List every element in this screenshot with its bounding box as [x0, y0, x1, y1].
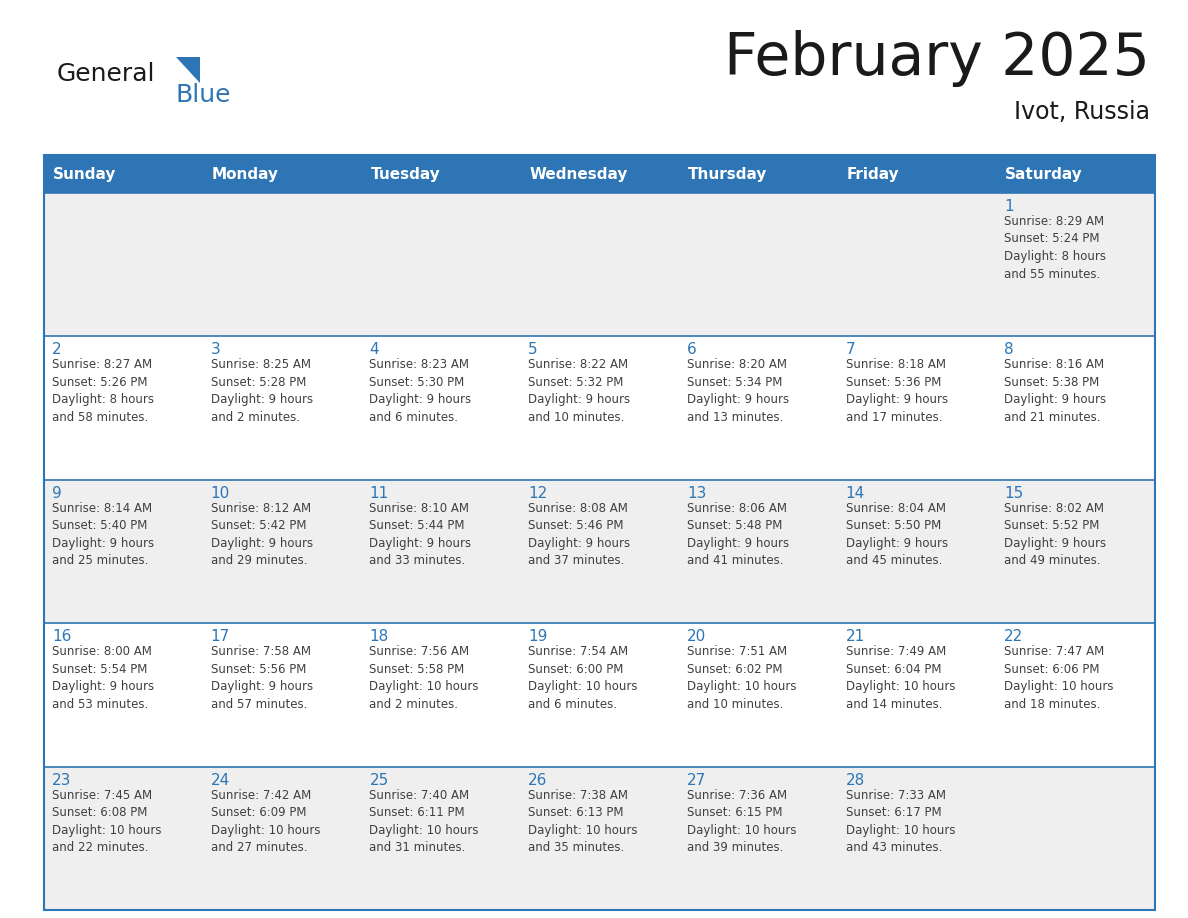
- Text: Sunrise: 8:20 AM
Sunset: 5:34 PM
Daylight: 9 hours
and 13 minutes.: Sunrise: 8:20 AM Sunset: 5:34 PM Dayligh…: [687, 358, 789, 424]
- Text: Wednesday: Wednesday: [529, 166, 627, 182]
- Bar: [44, 336, 1155, 480]
- Text: Sunrise: 8:23 AM
Sunset: 5:30 PM
Daylight: 9 hours
and 6 minutes.: Sunrise: 8:23 AM Sunset: 5:30 PM Dayligh…: [369, 358, 472, 424]
- Text: February 2025: February 2025: [725, 30, 1150, 87]
- Text: Sunrise: 7:36 AM
Sunset: 6:15 PM
Daylight: 10 hours
and 39 minutes.: Sunrise: 7:36 AM Sunset: 6:15 PM Dayligh…: [687, 789, 796, 854]
- Bar: [361, 155, 520, 193]
- Text: 22: 22: [1004, 629, 1024, 644]
- Text: Sunrise: 8:12 AM
Sunset: 5:42 PM
Daylight: 9 hours
and 29 minutes.: Sunrise: 8:12 AM Sunset: 5:42 PM Dayligh…: [210, 502, 312, 567]
- Text: General: General: [57, 62, 156, 86]
- Text: 18: 18: [369, 629, 388, 644]
- Text: Sunrise: 7:40 AM
Sunset: 6:11 PM
Daylight: 10 hours
and 31 minutes.: Sunrise: 7:40 AM Sunset: 6:11 PM Dayligh…: [369, 789, 479, 854]
- Text: 19: 19: [529, 629, 548, 644]
- Text: Sunrise: 8:00 AM
Sunset: 5:54 PM
Daylight: 9 hours
and 53 minutes.: Sunrise: 8:00 AM Sunset: 5:54 PM Dayligh…: [52, 645, 154, 711]
- Bar: [520, 155, 678, 193]
- Text: 24: 24: [210, 773, 230, 788]
- Text: 25: 25: [369, 773, 388, 788]
- Text: Sunrise: 8:04 AM
Sunset: 5:50 PM
Daylight: 9 hours
and 45 minutes.: Sunrise: 8:04 AM Sunset: 5:50 PM Dayligh…: [846, 502, 948, 567]
- Text: Saturday: Saturday: [1005, 166, 1083, 182]
- Text: Sunrise: 8:10 AM
Sunset: 5:44 PM
Daylight: 9 hours
and 33 minutes.: Sunrise: 8:10 AM Sunset: 5:44 PM Dayligh…: [369, 502, 472, 567]
- Text: Sunrise: 8:16 AM
Sunset: 5:38 PM
Daylight: 9 hours
and 21 minutes.: Sunrise: 8:16 AM Sunset: 5:38 PM Dayligh…: [1004, 358, 1106, 424]
- Text: Sunrise: 7:49 AM
Sunset: 6:04 PM
Daylight: 10 hours
and 14 minutes.: Sunrise: 7:49 AM Sunset: 6:04 PM Dayligh…: [846, 645, 955, 711]
- Text: 26: 26: [529, 773, 548, 788]
- Text: Sunrise: 8:27 AM
Sunset: 5:26 PM
Daylight: 8 hours
and 58 minutes.: Sunrise: 8:27 AM Sunset: 5:26 PM Dayligh…: [52, 358, 154, 424]
- Text: Sunrise: 8:02 AM
Sunset: 5:52 PM
Daylight: 9 hours
and 49 minutes.: Sunrise: 8:02 AM Sunset: 5:52 PM Dayligh…: [1004, 502, 1106, 567]
- Text: 12: 12: [529, 486, 548, 501]
- Text: 11: 11: [369, 486, 388, 501]
- Text: Sunrise: 7:38 AM
Sunset: 6:13 PM
Daylight: 10 hours
and 35 minutes.: Sunrise: 7:38 AM Sunset: 6:13 PM Dayligh…: [529, 789, 638, 854]
- Text: Sunrise: 8:29 AM
Sunset: 5:24 PM
Daylight: 8 hours
and 55 minutes.: Sunrise: 8:29 AM Sunset: 5:24 PM Dayligh…: [1004, 215, 1106, 281]
- Text: Sunrise: 7:45 AM
Sunset: 6:08 PM
Daylight: 10 hours
and 22 minutes.: Sunrise: 7:45 AM Sunset: 6:08 PM Dayligh…: [52, 789, 162, 854]
- Text: Sunrise: 7:47 AM
Sunset: 6:06 PM
Daylight: 10 hours
and 18 minutes.: Sunrise: 7:47 AM Sunset: 6:06 PM Dayligh…: [1004, 645, 1114, 711]
- Text: Sunrise: 8:22 AM
Sunset: 5:32 PM
Daylight: 9 hours
and 10 minutes.: Sunrise: 8:22 AM Sunset: 5:32 PM Dayligh…: [529, 358, 631, 424]
- Text: 15: 15: [1004, 486, 1024, 501]
- Bar: [838, 155, 997, 193]
- Text: 7: 7: [846, 342, 855, 357]
- Text: 13: 13: [687, 486, 706, 501]
- Text: 9: 9: [52, 486, 62, 501]
- Text: 6: 6: [687, 342, 696, 357]
- Text: 27: 27: [687, 773, 706, 788]
- Text: 16: 16: [52, 629, 71, 644]
- Bar: [44, 155, 1155, 910]
- Text: Thursday: Thursday: [688, 166, 767, 182]
- Bar: [44, 480, 1155, 623]
- Text: 28: 28: [846, 773, 865, 788]
- Text: 3: 3: [210, 342, 221, 357]
- Text: 10: 10: [210, 486, 230, 501]
- Text: Sunrise: 7:42 AM
Sunset: 6:09 PM
Daylight: 10 hours
and 27 minutes.: Sunrise: 7:42 AM Sunset: 6:09 PM Dayligh…: [210, 789, 321, 854]
- Text: Sunrise: 8:08 AM
Sunset: 5:46 PM
Daylight: 9 hours
and 37 minutes.: Sunrise: 8:08 AM Sunset: 5:46 PM Dayligh…: [529, 502, 631, 567]
- Text: Sunrise: 7:58 AM
Sunset: 5:56 PM
Daylight: 9 hours
and 57 minutes.: Sunrise: 7:58 AM Sunset: 5:56 PM Dayligh…: [210, 645, 312, 711]
- Text: 8: 8: [1004, 342, 1013, 357]
- Bar: [203, 155, 361, 193]
- Bar: [44, 193, 1155, 336]
- Text: 17: 17: [210, 629, 230, 644]
- Text: 20: 20: [687, 629, 706, 644]
- Bar: [44, 767, 1155, 910]
- Text: Sunday: Sunday: [53, 166, 116, 182]
- Text: Ivot, Russia: Ivot, Russia: [1015, 100, 1150, 124]
- Text: Sunrise: 8:25 AM
Sunset: 5:28 PM
Daylight: 9 hours
and 2 minutes.: Sunrise: 8:25 AM Sunset: 5:28 PM Dayligh…: [210, 358, 312, 424]
- Text: 23: 23: [52, 773, 71, 788]
- Bar: [44, 623, 1155, 767]
- Text: Sunrise: 7:33 AM
Sunset: 6:17 PM
Daylight: 10 hours
and 43 minutes.: Sunrise: 7:33 AM Sunset: 6:17 PM Dayligh…: [846, 789, 955, 854]
- Text: 4: 4: [369, 342, 379, 357]
- Text: Sunrise: 7:54 AM
Sunset: 6:00 PM
Daylight: 10 hours
and 6 minutes.: Sunrise: 7:54 AM Sunset: 6:00 PM Dayligh…: [529, 645, 638, 711]
- Polygon shape: [176, 57, 200, 83]
- Bar: [997, 155, 1155, 193]
- Bar: [678, 155, 838, 193]
- Text: Sunrise: 8:14 AM
Sunset: 5:40 PM
Daylight: 9 hours
and 25 minutes.: Sunrise: 8:14 AM Sunset: 5:40 PM Dayligh…: [52, 502, 154, 567]
- Text: 2: 2: [52, 342, 62, 357]
- Text: Tuesday: Tuesday: [371, 166, 441, 182]
- Text: Sunrise: 8:06 AM
Sunset: 5:48 PM
Daylight: 9 hours
and 41 minutes.: Sunrise: 8:06 AM Sunset: 5:48 PM Dayligh…: [687, 502, 789, 567]
- Bar: [44, 155, 203, 193]
- Text: 1: 1: [1004, 199, 1013, 214]
- Text: 21: 21: [846, 629, 865, 644]
- Text: 5: 5: [529, 342, 538, 357]
- Text: Monday: Monday: [211, 166, 279, 182]
- Text: 14: 14: [846, 486, 865, 501]
- Text: Sunrise: 7:56 AM
Sunset: 5:58 PM
Daylight: 10 hours
and 2 minutes.: Sunrise: 7:56 AM Sunset: 5:58 PM Dayligh…: [369, 645, 479, 711]
- Text: Sunrise: 8:18 AM
Sunset: 5:36 PM
Daylight: 9 hours
and 17 minutes.: Sunrise: 8:18 AM Sunset: 5:36 PM Dayligh…: [846, 358, 948, 424]
- Text: Sunrise: 7:51 AM
Sunset: 6:02 PM
Daylight: 10 hours
and 10 minutes.: Sunrise: 7:51 AM Sunset: 6:02 PM Dayligh…: [687, 645, 796, 711]
- Text: Friday: Friday: [847, 166, 899, 182]
- Text: Blue: Blue: [176, 83, 232, 107]
